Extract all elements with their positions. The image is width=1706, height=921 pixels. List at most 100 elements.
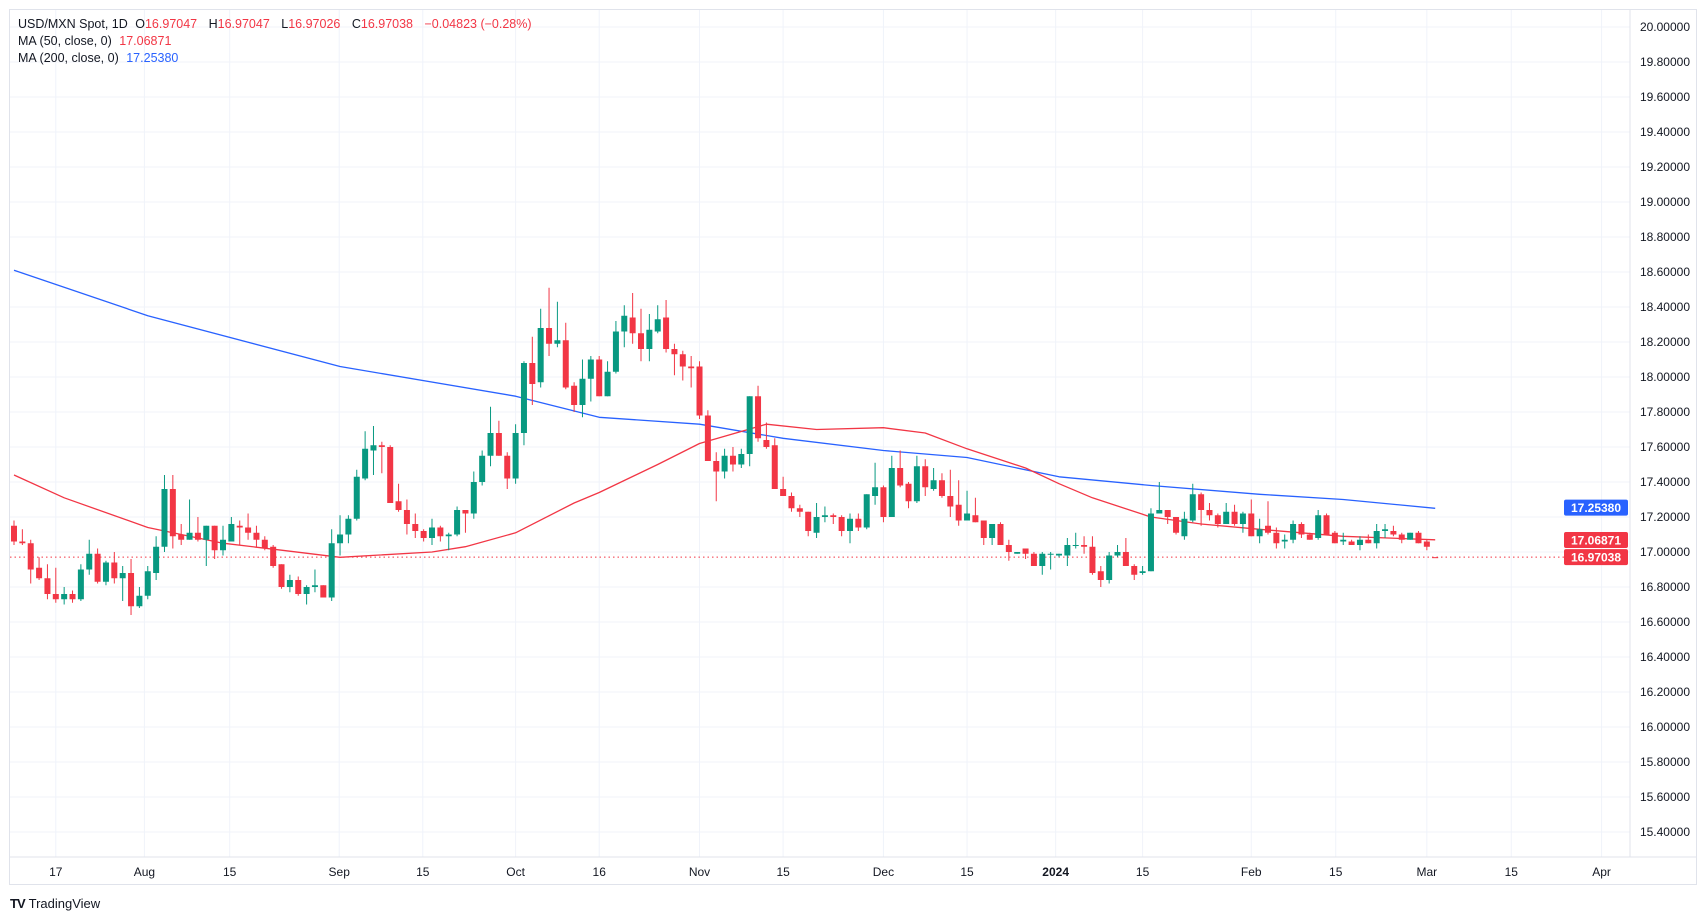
candle-up	[1039, 553, 1046, 566]
candle-up	[1014, 552, 1021, 554]
candle-up	[119, 573, 126, 579]
candle-down	[1432, 557, 1439, 559]
candle-down	[755, 396, 762, 439]
candle-up	[454, 510, 461, 535]
tradingview-brand[interactable]: TV TradingView	[10, 896, 100, 911]
candle-down	[1348, 541, 1355, 545]
candle-down	[11, 525, 17, 542]
candle-up	[1290, 524, 1297, 540]
candle-up	[161, 489, 168, 547]
candle-down	[629, 317, 636, 334]
candle-down	[704, 415, 711, 461]
y-tick-label: 20.00000	[1640, 20, 1690, 34]
candle-up	[888, 468, 895, 517]
x-tick-label: 15	[776, 865, 790, 879]
ma200-label: MA (200, close, 0)	[18, 51, 119, 65]
candle-down	[44, 578, 51, 594]
candle-down	[1415, 532, 1422, 544]
candle-down	[897, 468, 904, 486]
x-tick-label: 15	[416, 865, 430, 879]
candle-up	[612, 331, 619, 372]
x-tick-label: 2024	[1042, 865, 1069, 879]
candle-down	[1206, 510, 1213, 516]
candle-down	[729, 455, 736, 465]
candle-down	[1390, 531, 1397, 535]
candle-up	[847, 518, 853, 531]
candle-down	[671, 349, 678, 355]
y-tick-label: 18.40000	[1640, 300, 1690, 314]
ma200-value: 17.25380	[126, 51, 179, 65]
candle-up	[1223, 511, 1230, 524]
y-tick-label: 15.40000	[1640, 825, 1690, 839]
candle-down	[1214, 515, 1221, 524]
y-tick-label: 19.00000	[1640, 195, 1690, 209]
x-tick-label: Dec	[873, 865, 894, 879]
low-value: 16.97026	[288, 17, 341, 31]
candle-up	[587, 359, 594, 379]
y-tick-label: 18.00000	[1640, 370, 1690, 384]
candle-down	[387, 447, 394, 503]
ma200-price-tag-bg	[1564, 499, 1628, 516]
candle-up	[930, 480, 937, 489]
candle-up	[362, 448, 369, 479]
candle-up	[872, 487, 879, 496]
candle-down	[596, 359, 603, 397]
ma50-line	[13, 423, 1436, 558]
candle-down	[571, 385, 578, 405]
candle-up	[863, 494, 870, 528]
candle-down	[94, 553, 101, 582]
candle-up	[311, 585, 318, 587]
y-tick-label: 16.60000	[1640, 615, 1690, 629]
y-tick-label: 17.20000	[1640, 510, 1690, 524]
candle-up	[136, 595, 143, 607]
candle-down	[211, 525, 218, 551]
candle-up	[487, 433, 494, 456]
ma200-legend[interactable]: MA (200, close, 0) 17.25380	[18, 50, 182, 67]
candle-down	[178, 534, 185, 540]
x-tick-label: Apr	[1592, 865, 1611, 879]
candle-down	[495, 433, 502, 456]
candle-up	[1189, 494, 1196, 521]
candle-up	[203, 525, 210, 540]
ma50-label: MA (50, close, 0)	[18, 34, 112, 48]
y-tick-label: 17.00000	[1640, 545, 1690, 559]
candle-up	[153, 546, 160, 573]
x-tick-label: Nov	[689, 865, 710, 879]
candle-down	[261, 539, 268, 549]
ma50-price-tag-bg	[1564, 531, 1628, 548]
candle-up	[479, 455, 486, 482]
y-tick-label: 19.20000	[1640, 160, 1690, 174]
candle-down	[1331, 532, 1338, 544]
y-tick-label: 17.40000	[1640, 475, 1690, 489]
candle-down	[1306, 534, 1313, 540]
ma50-legend[interactable]: MA (50, close, 0) 17.06871	[18, 33, 175, 50]
candle-up	[964, 513, 971, 521]
candle-down	[278, 564, 285, 587]
x-tick-label: 15	[223, 865, 237, 879]
close-value: 16.97038	[360, 17, 414, 31]
last-price-tag-bg	[1564, 549, 1628, 566]
ma200-line	[13, 269, 1436, 509]
symbol-title[interactable]: USD/MXN Spot, 1D	[18, 17, 128, 31]
candle-up	[102, 562, 109, 582]
candle-up	[621, 315, 628, 332]
y-tick-label: 16.40000	[1640, 650, 1690, 664]
candle-down	[1022, 548, 1029, 554]
candle-down	[688, 366, 695, 369]
candle-up	[646, 329, 653, 349]
candle-down	[295, 580, 302, 594]
candle-up	[337, 534, 344, 544]
last-price-tag: 16.97038	[1571, 551, 1621, 565]
symbol-legend: USD/MXN Spot, 1D O16.97047 H16.97047 L16…	[18, 16, 536, 33]
candle-down	[805, 511, 812, 531]
candle-up	[1047, 553, 1054, 555]
change-value: −0.04823 (−0.28%)	[424, 17, 532, 31]
y-tick-label: 16.80000	[1640, 580, 1690, 594]
candle-up	[1139, 571, 1146, 573]
candle-down	[253, 532, 260, 540]
candle-up	[286, 580, 293, 587]
y-tick-label: 19.60000	[1640, 90, 1690, 104]
candle-down	[462, 510, 469, 514]
y-tick-label: 17.80000	[1640, 405, 1690, 419]
